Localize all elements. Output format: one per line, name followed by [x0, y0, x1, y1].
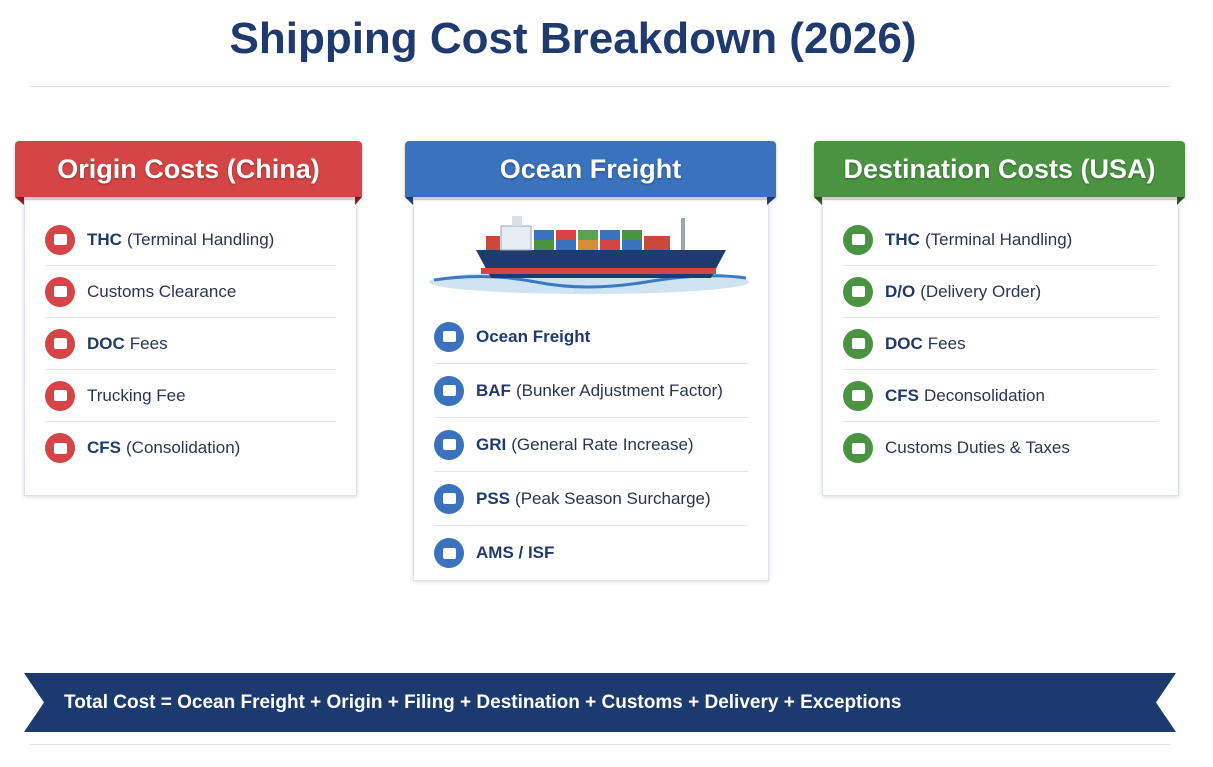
- item-list: THC (Terminal Handling) Customs Clearance D…: [45, 214, 336, 474]
- icon-glyph: [851, 286, 865, 297]
- page-title: Shipping Cost Breakdown (2026): [229, 14, 917, 63]
- cost-item: BAF (Bunker Adjustment Factor): [434, 364, 748, 418]
- item-text: Trucking Fee: [87, 385, 186, 405]
- cost-item: Customs Duties & Taxes: [843, 422, 1158, 474]
- cost-item: THC (Terminal Handling): [843, 214, 1158, 266]
- item-icon: [434, 429, 464, 460]
- column-header: Destination Costs (USA): [814, 141, 1185, 197]
- cost-item: THC (Terminal Handling): [45, 214, 336, 266]
- item-list: THC (Terminal Handling) D/O (Delivery Order…: [843, 214, 1158, 474]
- item-text: (Bunker Adjustment Factor): [515, 380, 723, 400]
- item-text: Fees: [129, 333, 168, 353]
- cost-item: AMS / ISF: [434, 526, 748, 580]
- item-code: D/O: [885, 281, 916, 301]
- column-body: THC (Terminal Handling) D/O (Delivery Order…: [822, 199, 1179, 496]
- item-text: (Delivery Order): [920, 281, 1042, 301]
- item-text: Fees: [927, 333, 966, 353]
- ship-illustration: [429, 216, 749, 294]
- item-code: GRI: [476, 434, 507, 454]
- item-code: BAF: [476, 380, 511, 400]
- item-icon: [843, 380, 873, 411]
- icon-glyph: [851, 234, 865, 245]
- icon-glyph: [53, 390, 67, 401]
- item-icon: [45, 276, 75, 307]
- cost-item: DOC Fees: [45, 318, 336, 370]
- item-code: DOC: [87, 333, 125, 353]
- item-code: AMS / ISF: [476, 543, 555, 562]
- item-code: PSS: [476, 488, 511, 508]
- item-code: THC: [885, 229, 920, 249]
- cost-item: D/O (Delivery Order): [843, 266, 1158, 318]
- item-text: (Terminal Handling): [924, 229, 1073, 249]
- cost-item: DOC Fees: [843, 318, 1158, 370]
- item-text: Customs Duties & Taxes: [885, 438, 1070, 457]
- column-header: Origin Costs (China): [15, 141, 362, 197]
- item-text: (General Rate Increase): [511, 434, 694, 454]
- banner-shape: [24, 673, 1176, 732]
- item-text: Deconsolidation: [924, 385, 1045, 405]
- icon-glyph: [851, 442, 865, 454]
- icon-glyph: [851, 390, 865, 401]
- cost-item: Trucking Fee: [45, 370, 336, 422]
- item-icon: [45, 328, 75, 359]
- column-header: Ocean Freight: [405, 141, 776, 197]
- item-icon: [843, 328, 873, 359]
- item-code: Ocean Freight: [476, 326, 591, 346]
- divider: [30, 86, 1170, 87]
- item-list: Ocean Freight BAF (Bunker Adjustment Facto…: [434, 310, 748, 580]
- item-icon: [843, 433, 873, 463]
- item-text: (Terminal Handling): [126, 229, 275, 249]
- header-fold: [814, 197, 822, 205]
- header-fold: [15, 197, 24, 205]
- item-code: CFS: [87, 438, 121, 457]
- cost-item: PSS (Peak Season Surcharge): [434, 472, 748, 526]
- column-body: THC (Terminal Handling) Customs Clearance D…: [24, 199, 357, 496]
- banner-text: Total Cost = Ocean Freight + Origin + Fi…: [64, 692, 902, 713]
- header-fold: [405, 197, 413, 205]
- item-code: CFS: [885, 385, 919, 405]
- icon-glyph: [53, 338, 67, 349]
- header-fold: [355, 197, 362, 205]
- cost-item: Ocean Freight: [434, 310, 748, 364]
- item-code: DOC: [885, 333, 923, 353]
- icon-glyph: [442, 493, 456, 504]
- header-fold: [1177, 197, 1185, 205]
- icon-glyph: [53, 286, 67, 297]
- item-code: THC: [87, 229, 122, 249]
- divider: [30, 744, 1170, 745]
- item-icon: [434, 375, 464, 406]
- icon-glyph: [442, 331, 456, 342]
- item-icon: [45, 433, 75, 463]
- header-fold: [767, 197, 776, 205]
- icon-glyph: [442, 385, 456, 396]
- cost-item: Customs Clearance: [45, 266, 336, 318]
- item-text: (Consolidation): [126, 438, 241, 457]
- item-icon: [843, 224, 873, 255]
- item-icon: [434, 538, 464, 568]
- item-icon: [434, 321, 464, 352]
- item-text: (Peak Season Surcharge): [515, 488, 711, 508]
- cost-item: CFS (Consolidation): [45, 422, 336, 474]
- icon-glyph: [851, 338, 865, 349]
- icon-glyph: [53, 234, 67, 245]
- cost-item: CFS Deconsolidation: [843, 370, 1158, 422]
- icon-glyph: [442, 547, 456, 559]
- item-icon: [45, 380, 75, 411]
- item-icon: [434, 483, 464, 514]
- item-icon: [45, 224, 75, 255]
- item-icon: [843, 276, 873, 307]
- item-text: Customs Clearance: [87, 281, 237, 301]
- icon-glyph: [442, 439, 456, 450]
- cost-item: GRI (General Rate Increase): [434, 418, 748, 472]
- icon-glyph: [53, 442, 67, 454]
